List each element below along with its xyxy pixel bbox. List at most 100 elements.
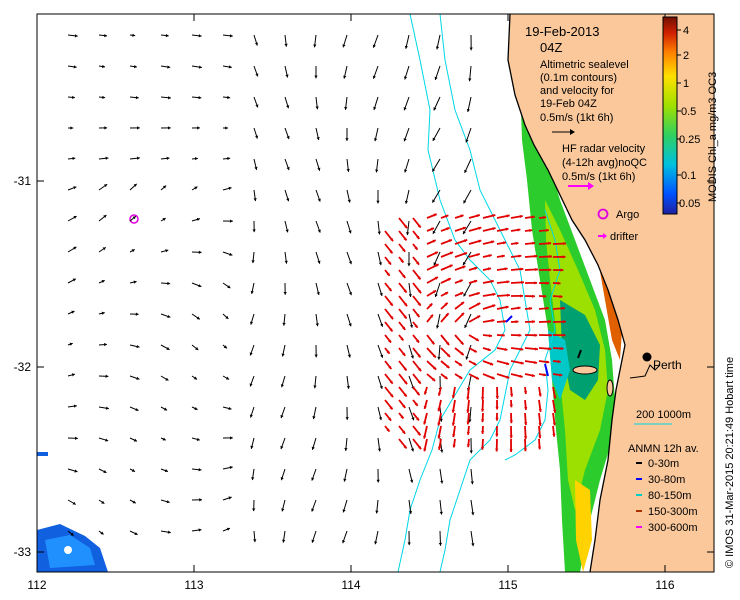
- sealevel-arrow-head: [165, 377, 169, 381]
- hf-radar-arrow-head: [521, 280, 524, 285]
- hf-radar-arrow-head: [538, 393, 542, 397]
- hf-radar-arrow-head: [505, 305, 509, 309]
- sealevel-arrow-head: [317, 229, 321, 233]
- sealevel-arrow-head: [74, 34, 78, 38]
- hf-radar-arrow-head: [478, 226, 482, 230]
- colorbar-tick: 0.1: [681, 170, 696, 182]
- sealevel-arrow-head: [463, 261, 466, 266]
- hf-radar-arrow-head: [416, 391, 420, 396]
- hf-radar-arrow-head: [423, 435, 427, 439]
- sealevel-arrow-head: [463, 230, 466, 235]
- sealevel-arrow-head: [313, 385, 317, 389]
- sealevel-arrow-head: [162, 218, 166, 221]
- hf-radar-arrow-head: [505, 227, 509, 231]
- rottnest-island: [572, 365, 598, 375]
- sealevel-arrow-head: [282, 539, 286, 543]
- sealevel-arrow-head: [435, 46, 440, 50]
- colorbar-tick: 0.05: [679, 198, 700, 210]
- sealevel-arrow-head: [104, 126, 108, 130]
- hf-radar-scale-arrow: [568, 182, 594, 190]
- sealevel-arrow-head: [466, 108, 470, 112]
- sealevel-arrow-head: [73, 246, 77, 250]
- hf-radar-arrow-head: [501, 254, 505, 258]
- hf-radar-arrow-head: [491, 240, 495, 244]
- sealevel-arrow-head: [227, 285, 231, 289]
- sealevel-arrow-head: [283, 291, 287, 295]
- hf-radar-arrow-head: [491, 318, 495, 323]
- hf-radar-arrow-head: [432, 366, 437, 370]
- sealevel-arrow-head: [469, 47, 473, 51]
- sealevel-arrow-head: [408, 511, 413, 514]
- map-date: 19-Feb-2013: [525, 24, 599, 39]
- sealevel-arrow-head: [435, 325, 440, 329]
- sealevel-arrow-head: [228, 406, 232, 411]
- sealevel-arrow-head: [348, 230, 352, 234]
- hf-radar-arrow-head: [447, 278, 451, 282]
- sealevel-arrow-head: [286, 166, 290, 171]
- sealevel-arrow-head: [105, 374, 109, 378]
- sealevel-arrow-head: [105, 438, 109, 442]
- hf-radar-arrow-head: [480, 408, 485, 412]
- hf-radar-arrow-head: [466, 409, 470, 413]
- sealevel-arrow-head: [162, 185, 167, 189]
- hf-radar-arrow-head: [538, 423, 542, 426]
- hf-radar-arrow-head: [552, 433, 556, 437]
- hf-radar-arrow-head: [488, 254, 492, 258]
- hf-radar-arrow-head: [560, 346, 564, 351]
- sealevel-arrow-head: [377, 448, 382, 452]
- hf-radar-arrow-head: [506, 375, 510, 379]
- hf-radar-arrow-head: [423, 391, 428, 395]
- x-tick-label: 115: [498, 578, 517, 592]
- hf-radar-arrow-head: [515, 320, 519, 324]
- sealevel-arrow-head: [229, 252, 233, 256]
- hf-radar-arrow-head: [509, 420, 513, 424]
- hf-radar-arrow-head: [446, 353, 451, 357]
- hf-radar-arrow-head: [492, 304, 496, 308]
- x-tick-label: 114: [341, 578, 360, 592]
- drifter-legend-icon: [598, 233, 607, 239]
- sealevel-arrow-head: [434, 293, 438, 297]
- sealevel-arrow-head: [196, 316, 200, 320]
- anmn-item-label: 0-30m: [648, 458, 679, 470]
- hf-radar-arrow-head: [517, 306, 521, 310]
- argo-legend-label: Argo: [616, 209, 639, 221]
- hf-radar-arrow-head: [460, 302, 465, 306]
- hf-radar-arrow-head: [402, 352, 406, 356]
- sealevel-arrow-head: [344, 106, 348, 110]
- hf-radar-arrow-head: [553, 395, 557, 399]
- hf-radar-arrow-head: [535, 347, 538, 351]
- hf-radar-arrow-head: [492, 292, 496, 297]
- sealevel-arrow-head: [230, 219, 233, 223]
- sealevel-arrow-head: [167, 65, 171, 69]
- hf-radar-arrow-head: [402, 274, 406, 278]
- hf-radar-arrow-head: [444, 292, 449, 296]
- sealevel-arrow-head: [228, 65, 232, 69]
- hf-radar-arrow-head: [466, 431, 471, 435]
- sealevel-arrow-head: [74, 469, 78, 473]
- hf-radar-arrow-head: [545, 228, 549, 233]
- hf-radar-arrow-head: [504, 267, 508, 271]
- hf-radar-arrow-head: [429, 314, 433, 318]
- argo-legend-icon: [597, 208, 609, 220]
- sealevel-arrow-head: [105, 406, 109, 410]
- perth-marker-trace: [629, 364, 661, 379]
- sealevel-arrow-head: [72, 156, 76, 161]
- hf-radar-arrow-head: [416, 313, 420, 318]
- anmn-title: ANMN 12h av.: [628, 443, 699, 455]
- sealevel-arrow-head: [249, 383, 253, 387]
- sealevel-arrow-head: [372, 44, 376, 48]
- sealevel-arrow-head: [255, 104, 259, 108]
- sealevel-desc: (0.1m contours): [540, 72, 617, 84]
- hf-radar-arrow-head: [546, 281, 550, 285]
- sealevel-arrow-head: [470, 481, 474, 485]
- sealevel-arrow-head: [71, 373, 75, 377]
- sealevel-arrow-head: [73, 216, 77, 219]
- sealevel-arrow-head: [410, 355, 414, 359]
- hf-radar-arrow-head: [563, 320, 566, 324]
- hf-radar-arrow-head: [431, 377, 436, 381]
- hf-radar-arrow-head: [430, 227, 434, 231]
- hf-radar-arrow-head: [418, 290, 422, 294]
- sealevel-arrow-head: [250, 445, 254, 449]
- hf-radar-arrow-head: [459, 375, 463, 379]
